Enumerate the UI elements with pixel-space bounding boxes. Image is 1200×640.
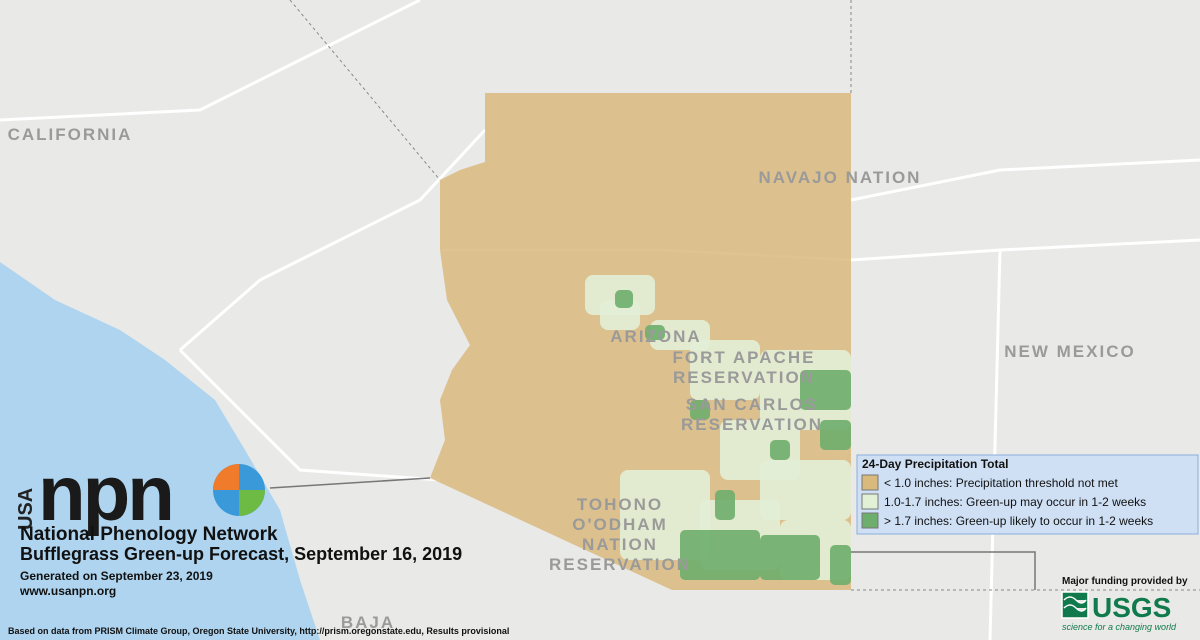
map-label: RESERVATION: [549, 555, 691, 574]
light-green-patch: [690, 340, 760, 400]
legend-label: > 1.7 inches: Green-up likely to occur i…: [884, 514, 1153, 528]
map-label: FORT APACHE: [673, 348, 816, 367]
logo-country: USA: [15, 488, 37, 530]
logo-acronym: npn: [38, 449, 172, 537]
legend-swatch: [861, 493, 879, 510]
legend-swatch: [861, 474, 879, 491]
dark-green-patch: [770, 440, 790, 460]
funding-note: Major funding provided by: [1062, 576, 1188, 587]
map-label: RESERVATION: [673, 368, 815, 387]
dark-green-patch: [760, 535, 820, 580]
map-label: BAJA: [341, 613, 395, 632]
generated: Generated on September 23, 2019: [20, 569, 213, 583]
dark-green-patch: [615, 290, 633, 308]
legend-label: < 1.0 inches: Precipitation threshold no…: [884, 476, 1118, 490]
borders: [289, 0, 1200, 591]
legend-title: 24-Day Precipitation Total: [862, 457, 1008, 471]
map-label: NAVAJO NATION: [759, 168, 922, 187]
dark-green-patch: [645, 325, 665, 340]
title: Bufflegrass Green-up Forecast, September…: [20, 544, 462, 564]
ocean: [0, 262, 320, 640]
legend-box: [856, 454, 1199, 535]
map-label: ARIZONA: [610, 327, 701, 346]
map-label: RESERVATION: [681, 415, 823, 434]
logo-icon-part: [213, 464, 239, 490]
border-line: [269, 477, 1036, 590]
map-label: CALIFORNIA: [8, 125, 133, 144]
light-green-patch: [760, 460, 851, 520]
logo-icon-part: [239, 490, 265, 516]
map-label: NATION: [582, 535, 658, 554]
map-label: SAN CARLOS: [686, 395, 818, 414]
legend-swatch: [861, 512, 879, 529]
usgs-icon: [1061, 591, 1089, 619]
dark-green-patch: [715, 490, 735, 520]
funding-tagline: science for a changing world: [1062, 622, 1177, 632]
url: www.usanpn.org: [19, 584, 116, 598]
logo-name: National Phenology Network: [20, 524, 278, 545]
map-label: TOHONO: [577, 495, 663, 514]
funding-agency: USGS: [1092, 592, 1171, 623]
dark-green-patch: [800, 370, 851, 410]
dark-green-areas: [615, 290, 851, 585]
map-label: O'ODHAM: [572, 515, 667, 534]
dark-green-patch: [830, 545, 851, 585]
map-label: NEW MEXICO: [1004, 342, 1135, 361]
legend-label: 1.0-1.7 inches: Green-up may occur in 1-…: [884, 495, 1146, 509]
footer-source: Based on data from PRISM Climate Group, …: [8, 626, 509, 636]
dark-green-patch: [690, 400, 710, 420]
dark-green-patch: [820, 420, 851, 450]
dark-green-patch: [680, 530, 760, 580]
